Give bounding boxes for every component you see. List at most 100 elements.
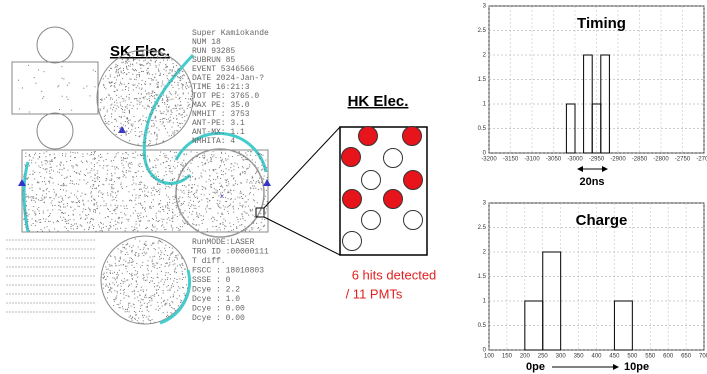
hit-dot [134,229,136,231]
hit-dot [155,110,157,112]
hit-dot [134,318,136,320]
hit-dot [114,256,116,258]
hit-dot [132,125,134,127]
hit-dot [49,182,51,184]
hit-dot [122,246,124,248]
hit-dot [127,253,129,255]
hit-dot [39,172,41,174]
hit-dot [169,167,171,169]
hit-dot [237,218,239,220]
hit-dot [191,187,193,189]
hit-dot [212,191,214,193]
hit-dot [142,273,144,275]
hit-dot [65,185,67,187]
hit-dot [172,133,174,135]
hit-dot [135,270,137,272]
run-info: RunMODE:LASER [192,238,255,247]
hit-dot [246,212,248,214]
hit-dot [122,89,124,91]
x-tick-label: 550 [645,354,656,360]
hit-dot [168,135,170,137]
hit-dot [60,162,62,164]
hit-dot [127,163,129,165]
hit-dot [124,280,126,282]
hit-dot [112,191,114,193]
hit-dot [164,103,166,105]
hit-dot [260,181,262,183]
hit-dot [110,273,112,275]
hit-dot [125,133,127,135]
hit-dot [178,230,180,232]
hit-dot [114,279,116,281]
hit-dot [82,211,84,213]
hit-dot [38,182,40,184]
hit-dot [118,177,120,179]
hit-dot [182,287,184,289]
hit-dot [176,110,178,112]
hit-dot [102,283,104,285]
hit-dot [58,196,60,198]
hit-dot [165,228,167,230]
hit-dot [159,203,161,205]
hit-dot [168,217,170,219]
hit-dot [138,127,140,129]
hit-dot [131,63,133,65]
hit-dot [219,157,221,159]
hit-dot [180,114,182,116]
hit-dot [259,182,261,184]
hit-dot [206,228,208,230]
hit-dot [109,272,111,274]
hit-dot [201,222,203,224]
hit-dot [155,230,157,232]
hit-dot [159,121,161,123]
hit-dot [164,184,166,186]
hit-dot [135,172,137,174]
hit-dot [224,179,226,181]
hit-dot [91,168,93,170]
hit-dot [181,197,183,199]
hit-dot [128,109,130,111]
hit-dot [142,291,144,293]
hit-dot [213,217,215,219]
hit-dot [261,168,263,170]
hit-dot [82,156,84,158]
hit-dot [145,163,147,165]
hit-dot [87,172,89,174]
hit-dot [182,168,184,170]
run-info: Dcye : 1.0 [192,295,240,304]
hit-dot [149,64,151,66]
hit-dot [142,153,144,155]
hit-dot [113,298,115,300]
hit-dot [182,273,184,275]
hit-dot [150,304,152,306]
hit-dot [61,197,63,199]
hit-dot [118,260,120,262]
hit-dot [141,93,143,95]
hit-dot [31,218,33,220]
hit-dot [232,184,234,186]
hit-dot [157,85,159,87]
hit-dot [107,228,109,230]
hit-dot [126,117,128,119]
hit-dot [92,218,94,220]
hit-dot [103,272,105,274]
hit-dot [132,176,134,178]
hit-dot [125,265,127,267]
event-info: ANT-MX: 1.1 [192,128,245,137]
hit-dot [126,152,128,154]
hit-dot [49,173,51,175]
hit-dot [125,61,127,63]
hit-dot [131,275,133,277]
y-tick-label: 1 [483,102,487,108]
hit-dot [169,262,171,264]
hit-dot [34,152,36,154]
hit-dot [18,108,20,110]
hit-dot [226,184,228,186]
hit-dot [228,213,230,215]
hit-dot [179,264,181,266]
hit-dot [147,260,149,262]
hit-dot [245,195,247,197]
hit-dot [180,301,182,303]
hit-dot [185,98,187,100]
hit-dot [89,222,91,224]
